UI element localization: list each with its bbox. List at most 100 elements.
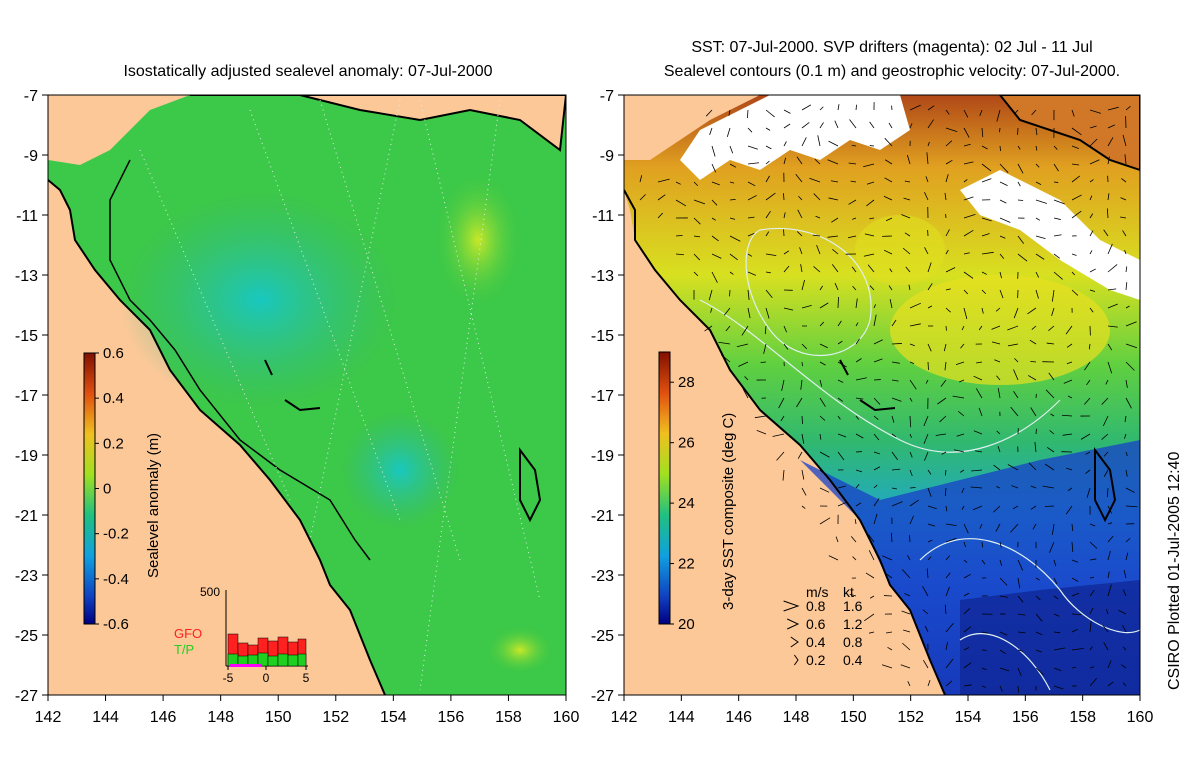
velocity-arrow — [834, 120, 839, 129]
velocity-arrow — [783, 212, 786, 219]
velocity-arrow — [885, 631, 893, 634]
velocity-arrow — [765, 109, 775, 118]
velocity-arrow — [693, 217, 701, 225]
velocity-arrow — [1123, 570, 1127, 579]
velocity-arrow — [927, 305, 933, 309]
velocity-arrow — [1007, 325, 1019, 331]
right-coastline — [624, 189, 946, 695]
velocity-arrow — [657, 194, 666, 201]
right-colorbar-tick-label: 20 — [678, 616, 695, 633]
velocity-arrow — [972, 505, 983, 511]
velocity-arrow — [816, 244, 821, 255]
velocity-arrow — [927, 539, 933, 543]
velocity-arrow — [927, 283, 933, 291]
velocity-arrow — [891, 433, 897, 438]
velocity-arrow — [783, 250, 790, 255]
velocity-arrow — [981, 289, 987, 295]
velocity-arrow — [747, 127, 753, 133]
velocity-arrow — [999, 181, 1008, 187]
velocity-arrow — [756, 430, 767, 435]
velocity-arrow — [1086, 379, 1091, 386]
velocity-arrow — [1071, 271, 1076, 276]
right-lon-tick-label: 142 — [611, 709, 638, 726]
velocity-arrow — [891, 451, 899, 461]
velocity-arrow — [1125, 105, 1131, 111]
velocity-arrow — [801, 104, 812, 111]
velocity-arrow — [909, 343, 915, 347]
velocity-arrow — [1106, 487, 1109, 497]
left-lat-tick-label: -13 — [15, 268, 38, 285]
velocity-arrow — [873, 314, 877, 327]
velocity-arrow — [1051, 307, 1055, 317]
velocity-arrow — [904, 232, 911, 237]
velocity-arrow — [799, 247, 803, 255]
velocity-arrow — [1012, 505, 1019, 510]
velocity-arrow — [1124, 415, 1127, 423]
velocity-arrow — [1106, 208, 1109, 219]
velocity-arrow — [981, 667, 987, 671]
velocity-arrow — [1034, 441, 1037, 453]
velocity-arrow — [801, 279, 805, 291]
velocity-arrow — [1080, 433, 1091, 440]
sealevel-contours — [699, 228, 1140, 691]
velocity-arrow — [783, 141, 787, 147]
velocity-arrow — [855, 322, 859, 327]
velocity-arrow — [1030, 485, 1037, 489]
velocity-arrow — [1011, 485, 1019, 489]
velocity-arrow — [981, 127, 984, 138]
inset-ymax-label: 500 — [200, 585, 220, 599]
velocity-arrow — [1071, 628, 1078, 633]
velocity-arrow — [881, 664, 893, 669]
velocity-arrow — [884, 137, 893, 147]
velocity-arrow — [1014, 358, 1019, 363]
velocity-arrow — [1071, 210, 1082, 219]
velocity-arrow — [999, 541, 1002, 548]
speed-legend-kt: 0.4 — [843, 652, 863, 668]
velocity-arrow — [776, 451, 785, 461]
velocity-arrow — [1062, 433, 1073, 436]
velocity-arrow — [884, 177, 893, 183]
velocity-arrow — [900, 664, 911, 669]
right-colorbar-bar — [658, 351, 671, 625]
inset-xtick-label: -5 — [223, 671, 234, 685]
velocity-arrow — [902, 642, 911, 651]
velocity-arrow — [978, 325, 983, 331]
velocity-arrow — [796, 397, 803, 408]
velocity-arrow — [801, 487, 807, 496]
velocity-arrow — [1089, 159, 1100, 165]
velocity-arrow — [981, 233, 990, 237]
velocity-arrow — [729, 253, 738, 261]
velocity-arrow — [981, 145, 988, 150]
velocity-arrow — [710, 307, 713, 313]
velocity-arrow — [1053, 234, 1062, 237]
velocity-arrow — [819, 433, 822, 440]
velocity-arrow — [837, 485, 846, 489]
velocity-arrow — [1122, 134, 1127, 147]
velocity-arrow — [819, 397, 826, 407]
velocity-arrow — [1107, 550, 1111, 561]
velocity-arrow — [1089, 125, 1097, 129]
sla-low-anomaly-south — [340, 410, 460, 530]
velocity-arrow — [1107, 535, 1114, 543]
velocity-arrow — [945, 307, 951, 313]
velocity-arrow — [1125, 266, 1128, 273]
right-colorbar-ticks: 28 26 24 22 20 — [670, 374, 695, 633]
left-lon-tick-label: 152 — [322, 709, 349, 726]
velocity-arrow — [956, 433, 965, 437]
velocity-arrow — [1035, 127, 1038, 136]
velocity-arrow — [945, 267, 956, 273]
velocity-arrow — [909, 451, 913, 458]
velocity-arrow — [1017, 595, 1024, 603]
velocity-arrow — [1013, 369, 1019, 381]
velocity-arrow — [1035, 667, 1044, 676]
velocity-arrow — [783, 109, 791, 114]
velocity-arrow — [963, 684, 972, 687]
velocity-arrow — [783, 193, 785, 201]
velocity-arrow — [837, 451, 845, 461]
velocity-arrow — [963, 662, 972, 669]
velocity-arrow — [1061, 414, 1073, 417]
velocity-arrow — [1105, 379, 1109, 385]
velocity-arrow — [1032, 523, 1037, 530]
right-lat-tick-label: -25 — [591, 628, 614, 645]
